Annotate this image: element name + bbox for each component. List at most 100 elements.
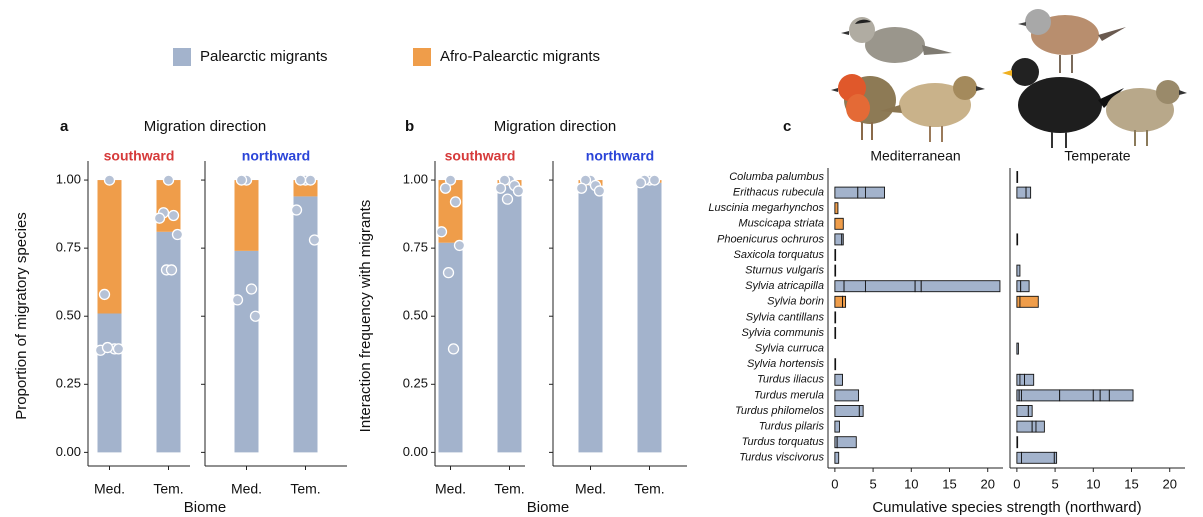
bar-segment [1021, 452, 1054, 463]
bar-segment [1020, 374, 1025, 385]
bar-segment [1021, 281, 1029, 292]
point [292, 205, 302, 215]
bird [880, 76, 985, 142]
bar-segment [835, 234, 842, 245]
bar-segment [921, 281, 1000, 292]
bar-segment [1017, 374, 1020, 385]
bar-segment [1093, 390, 1100, 401]
species-label: Sylvia communis [741, 327, 824, 339]
point [449, 344, 459, 354]
x-tick-label: 15 [1124, 476, 1138, 491]
point [237, 175, 247, 185]
legend-swatch [413, 48, 431, 66]
bar-segment [1017, 452, 1022, 463]
point [306, 175, 316, 185]
point [444, 268, 454, 278]
bar-segment [1060, 390, 1094, 401]
x-tick-label: Med. [231, 481, 262, 497]
species-label: Muscicapa striata [738, 218, 824, 230]
legend-swatch [173, 48, 191, 66]
bar-segment [1017, 172, 1018, 183]
y-tick-label: 1.00 [403, 172, 428, 187]
y-tick-label: 0.25 [403, 376, 428, 391]
bar-segment [1017, 296, 1020, 307]
bar-segment [835, 452, 839, 463]
x-axis-label: Cumulative species strength (northward) [872, 499, 1141, 516]
bar-segment [1025, 374, 1034, 385]
point [105, 175, 115, 185]
bar-segment [865, 281, 915, 292]
point [169, 210, 179, 220]
point [310, 235, 320, 245]
bar-segment [835, 390, 859, 401]
point [455, 240, 465, 250]
bar-segment [1032, 421, 1036, 432]
point [451, 197, 461, 207]
y-tick-label: 0.75 [403, 240, 428, 255]
point [164, 175, 174, 185]
bar-segment [835, 218, 843, 229]
bar-segment [844, 281, 865, 292]
species-label: Turdus merula [754, 389, 824, 401]
figure: Palearctic migrants Afro-Palearctic migra… [0, 0, 1203, 517]
species-label: Turdus pilaris [759, 421, 825, 433]
y-tick-label: 1.00 [56, 172, 81, 187]
point [251, 311, 261, 321]
point [296, 175, 306, 185]
point [247, 284, 257, 294]
species-label: Turdus viscivorus [739, 452, 824, 464]
y-axis-label: Proportion of migratory species [13, 212, 30, 420]
bar-segment [837, 437, 856, 448]
bar-segment [835, 250, 836, 261]
legend-label: Palearctic migrants [200, 48, 328, 65]
x-tick-label: Med. [94, 481, 125, 497]
y-tick-label: 0.50 [403, 308, 428, 323]
bar-segment [915, 281, 921, 292]
bar-segment [1017, 187, 1026, 198]
bar-segment [835, 328, 836, 339]
bar-segment [1100, 390, 1109, 401]
species-label: Saxicola torquatus [734, 249, 825, 261]
x-tick-label: 20 [980, 476, 994, 491]
x-tick-label: 20 [1162, 476, 1176, 491]
bar-segment [843, 296, 846, 307]
point [636, 178, 646, 188]
point [577, 183, 587, 193]
bar-segment [638, 183, 662, 453]
species-label: Sturnus vulgaris [745, 265, 824, 277]
x-tick-label: Tem. [290, 481, 320, 497]
x-tick-label: 0 [1013, 476, 1020, 491]
species-label: Turdus torquatus [742, 436, 825, 448]
y-tick-label: 0.50 [56, 308, 81, 323]
species-label: Sylvia borin [767, 296, 824, 308]
bar-segment [1017, 234, 1018, 245]
y-tick-label: 0.25 [56, 376, 81, 391]
bar-segment [859, 406, 863, 417]
bar-segment [579, 186, 603, 453]
facet-label: northward [242, 148, 310, 164]
bar-segment [498, 186, 522, 453]
bar-segment [1021, 390, 1059, 401]
species-label: Erithacus rubecula [733, 187, 824, 199]
bird-illustrations [831, 9, 1187, 148]
species-label: Columba palumbus [729, 171, 824, 183]
panel-title: Migration direction [144, 118, 267, 135]
bar-segment [858, 187, 866, 198]
y-axis-label: Interaction frequency with migrants [357, 200, 374, 433]
y-tick-label: 0.00 [56, 444, 81, 459]
species-label: Turdus iliacus [757, 374, 825, 386]
legend-label: Afro-Palearctic migrants [440, 48, 600, 65]
point [103, 343, 113, 353]
panel-label: b [405, 118, 414, 135]
x-tick-label: Med. [575, 481, 606, 497]
bar-segment [235, 180, 259, 251]
species-label: Sylvia atricapilla [745, 280, 824, 292]
x-tick-label: 10 [904, 476, 918, 491]
species-label: Sylvia cantillans [746, 311, 825, 323]
bar-segment [842, 234, 844, 245]
point [167, 265, 177, 275]
bar-segment [1026, 187, 1031, 198]
point [503, 194, 513, 204]
facet-label: southward [104, 148, 175, 164]
bird [1002, 58, 1124, 148]
